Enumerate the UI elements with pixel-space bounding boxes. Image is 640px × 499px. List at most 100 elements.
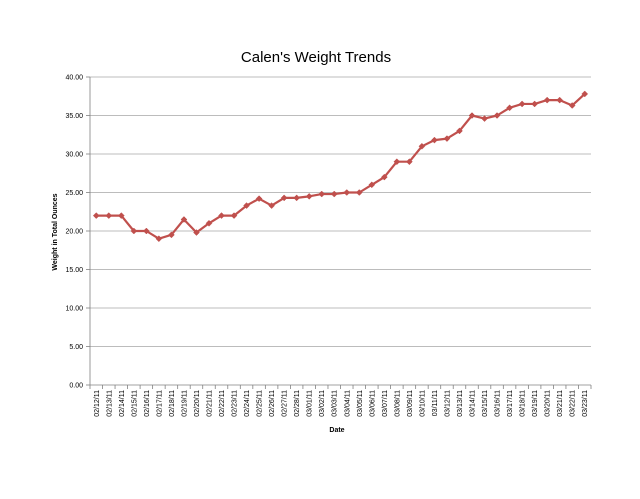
x-tick-label: 03/23/11 [582, 390, 589, 417]
x-tick-label: 03/16/11 [495, 390, 502, 417]
x-tick-label: 02/20/11 [194, 390, 201, 417]
x-tick-label: 03/14/11 [470, 390, 477, 417]
x-tick-label: 03/02/11 [319, 390, 326, 417]
x-axis-label: Date [329, 427, 344, 434]
y-tick-label: 35.00 [65, 113, 83, 120]
data-point-marker [581, 90, 589, 98]
x-tick-label: 03/10/11 [419, 390, 426, 417]
data-point-marker [92, 212, 100, 219]
data-point-marker [255, 195, 263, 203]
data-point-marker [243, 202, 250, 209]
x-tick-label: 03/03/11 [332, 390, 339, 417]
x-tick-label: 03/12/11 [444, 390, 451, 417]
data-point-marker [293, 194, 301, 202]
data-point-marker [468, 112, 476, 119]
data-point-marker [343, 189, 351, 196]
data-point-marker [518, 100, 526, 108]
x-tick-label: 03/08/11 [394, 390, 401, 417]
y-tick-label: 15.00 [65, 267, 83, 274]
x-tick-label: 03/07/11 [382, 390, 389, 417]
x-tick-label: 02/24/11 [244, 390, 251, 417]
data-point-marker [543, 96, 551, 104]
x-tick-label: 02/12/11 [94, 390, 101, 417]
y-tick-label: 0.00 [69, 383, 83, 390]
data-point-marker [418, 142, 426, 150]
chart-title: Calen's Weight Trends [241, 49, 391, 66]
data-point-marker [380, 173, 388, 181]
y-tick-label: 40.00 [65, 75, 83, 82]
x-tick-label: 03/20/11 [545, 390, 552, 417]
x-tick-label: 03/06/11 [369, 390, 376, 417]
data-point-marker [205, 219, 213, 227]
data-point-marker [493, 112, 501, 119]
x-tick-label: 02/15/11 [131, 390, 138, 417]
x-tick-labels: 02/12/11 02/13/11 02/14/11 02/15/11 02/16/11… [94, 390, 589, 417]
x-tick-label: 02/28/11 [294, 390, 301, 417]
data-point-marker [531, 100, 538, 108]
x-tick-label: 02/26/11 [269, 390, 276, 417]
data-point-marker [305, 192, 313, 200]
x-tick-label: 03/17/11 [507, 390, 514, 417]
data-point-marker [230, 212, 238, 219]
x-tick-label: 03/09/11 [407, 390, 414, 417]
x-tick-label: 03/21/11 [557, 390, 564, 417]
series-line [96, 93, 586, 240]
data-point-marker [218, 212, 225, 219]
x-tick-label: 03/05/11 [357, 390, 364, 417]
x-tick-label: 02/23/11 [232, 390, 239, 417]
x-tick-label: 03/04/11 [344, 390, 351, 417]
x-tick-label: 02/17/11 [156, 390, 163, 417]
data-point-marker [105, 212, 113, 219]
series-line-path [96, 93, 586, 240]
y-tick-label: 20.00 [65, 229, 83, 236]
x-tick-label: 02/19/11 [181, 390, 188, 417]
data-point-marker [568, 102, 576, 109]
data-point-marker [556, 96, 564, 104]
data-point-marker [431, 136, 438, 144]
data-point-marker [406, 158, 413, 166]
data-point-marker [330, 190, 338, 198]
y-tick-label: 10.00 [65, 306, 83, 313]
y-tick-labels: 0.00 5.00 10.00 15.00 20.00 25.00 30.00 35.00 40… [65, 75, 83, 390]
data-point-marker [117, 212, 125, 219]
data-point-marker [168, 231, 175, 239]
data-point-marker [368, 181, 376, 189]
x-tick-label: 02/22/11 [219, 390, 226, 417]
x-tick-label: 03/13/11 [457, 390, 464, 417]
axes [86, 76, 592, 389]
data-point-marker [318, 190, 326, 198]
y-tick-label: 25.00 [65, 190, 83, 197]
data-point-marker [193, 229, 200, 236]
series-markers [92, 90, 589, 243]
data-point-marker [155, 235, 163, 243]
y-tick-label: 30.00 [65, 152, 83, 159]
data-point-marker [130, 227, 138, 235]
data-point-marker [456, 127, 463, 135]
x-tick-label: 02/27/11 [282, 390, 289, 417]
x-tick-label: 02/21/11 [206, 390, 213, 417]
y-tick-label: 5.00 [69, 344, 83, 351]
x-tick-label: 02/25/11 [257, 390, 264, 417]
data-point-marker [143, 227, 150, 235]
data-point-marker [481, 115, 488, 122]
x-tick-label: 03/19/11 [532, 390, 539, 417]
data-point-marker [280, 194, 288, 202]
x-tick-label: 03/01/11 [307, 390, 314, 417]
data-point-marker [355, 189, 363, 196]
y-axis-label: Weight in Total Ounces [52, 193, 59, 270]
x-tick-label: 02/18/11 [169, 390, 176, 417]
data-point-marker [506, 104, 513, 112]
x-tick-label: 03/22/11 [570, 390, 577, 417]
data-point-marker [268, 202, 275, 209]
gridlines [90, 76, 591, 347]
data-point-marker [393, 158, 401, 166]
x-tick-label: 02/16/11 [144, 390, 151, 417]
x-tick-label: 03/18/11 [520, 390, 527, 417]
x-tick-label: 02/13/11 [106, 390, 113, 417]
x-tick-label: 03/11/11 [432, 390, 439, 416]
x-tick-label: 02/14/11 [119, 390, 126, 417]
data-point-marker [443, 135, 451, 142]
data-point-marker [180, 216, 188, 223]
